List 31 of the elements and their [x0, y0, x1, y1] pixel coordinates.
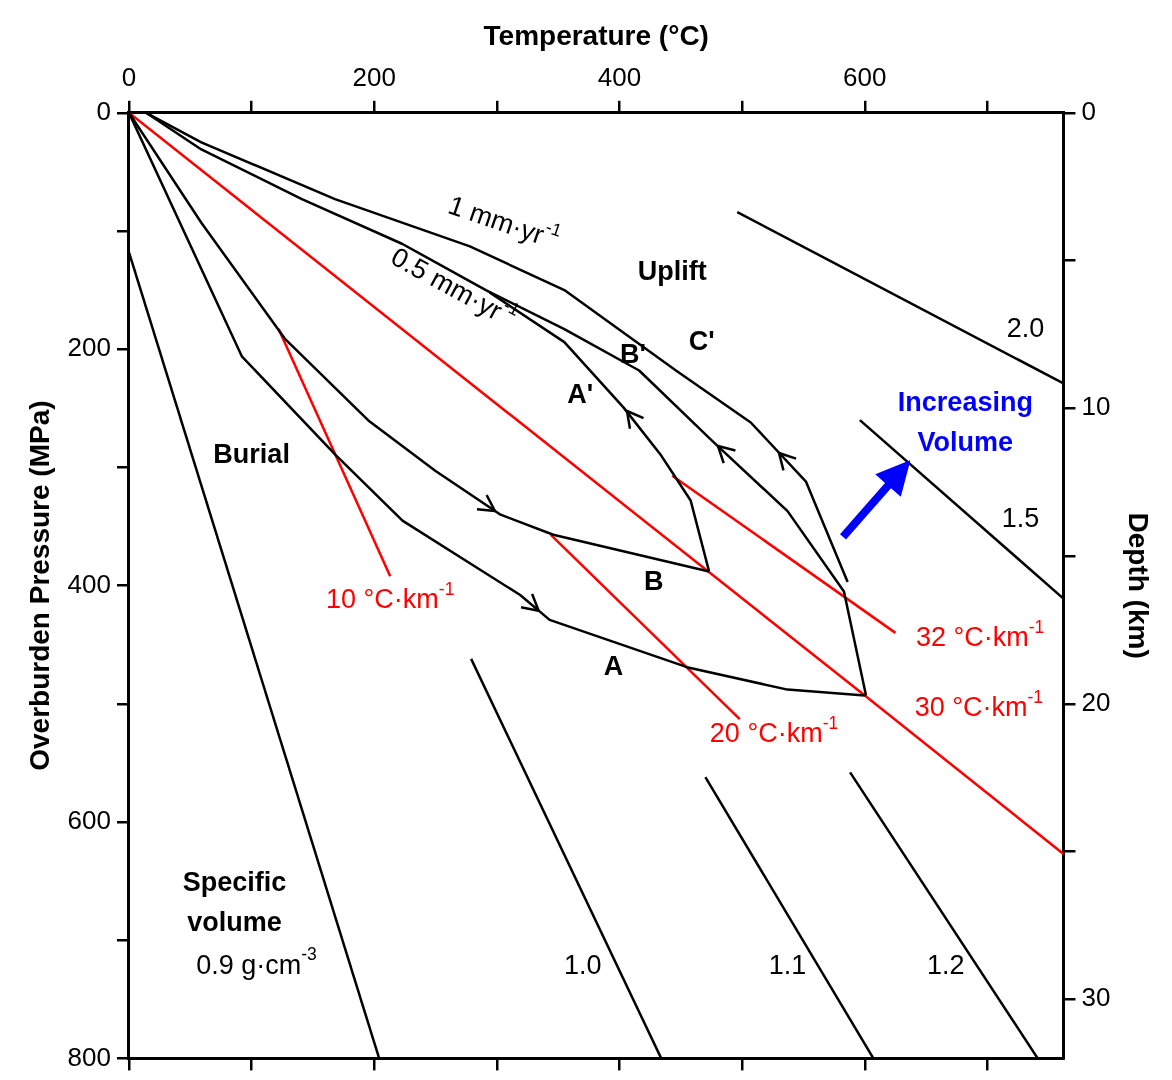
y-axis-title: Overburden Pressure (MPa) [23, 400, 55, 771]
y2-tick-label: 20 [1081, 686, 1111, 717]
x-tick-label: 600 [843, 62, 887, 93]
x-tick-label: 400 [597, 62, 642, 93]
series-label: 1.0 [563, 949, 602, 980]
x-tick-label: 0 [121, 62, 137, 93]
x-tick-label: 200 [352, 62, 396, 93]
y2-tick-label: 0 [1081, 95, 1096, 126]
y2-axis-title: Depth (km) [1123, 512, 1155, 659]
y-tick-label: 400 [67, 568, 111, 599]
annotation: 1 mm·yr-1 [444, 189, 565, 251]
y2-tick-label: 30 [1081, 982, 1111, 1013]
series-label: 2.0 [1006, 312, 1045, 343]
y2-tick-label: 10 [1081, 391, 1111, 422]
annotation: Increasing Volume [897, 387, 1033, 458]
series-label: A [603, 650, 624, 681]
annotation: Uplift [637, 255, 707, 286]
series-label: B' [620, 338, 646, 369]
series-label: A' [567, 378, 594, 409]
series-label: C' [688, 325, 715, 356]
y-tick-label: 800 [67, 1041, 111, 1072]
annotation: Specific volume [182, 867, 287, 938]
y-tick-label: 600 [67, 805, 111, 836]
series-label: 1.5 [1001, 502, 1040, 533]
series-label: 1.2 [926, 949, 965, 980]
annotation: Burial [213, 439, 290, 470]
x-axis-title: Temperature (°C) [483, 19, 709, 51]
y-tick-label: 200 [67, 332, 111, 363]
series-label: 1.1 [768, 949, 807, 980]
series-label: B [644, 565, 664, 596]
y-tick-label: 0 [96, 95, 111, 126]
